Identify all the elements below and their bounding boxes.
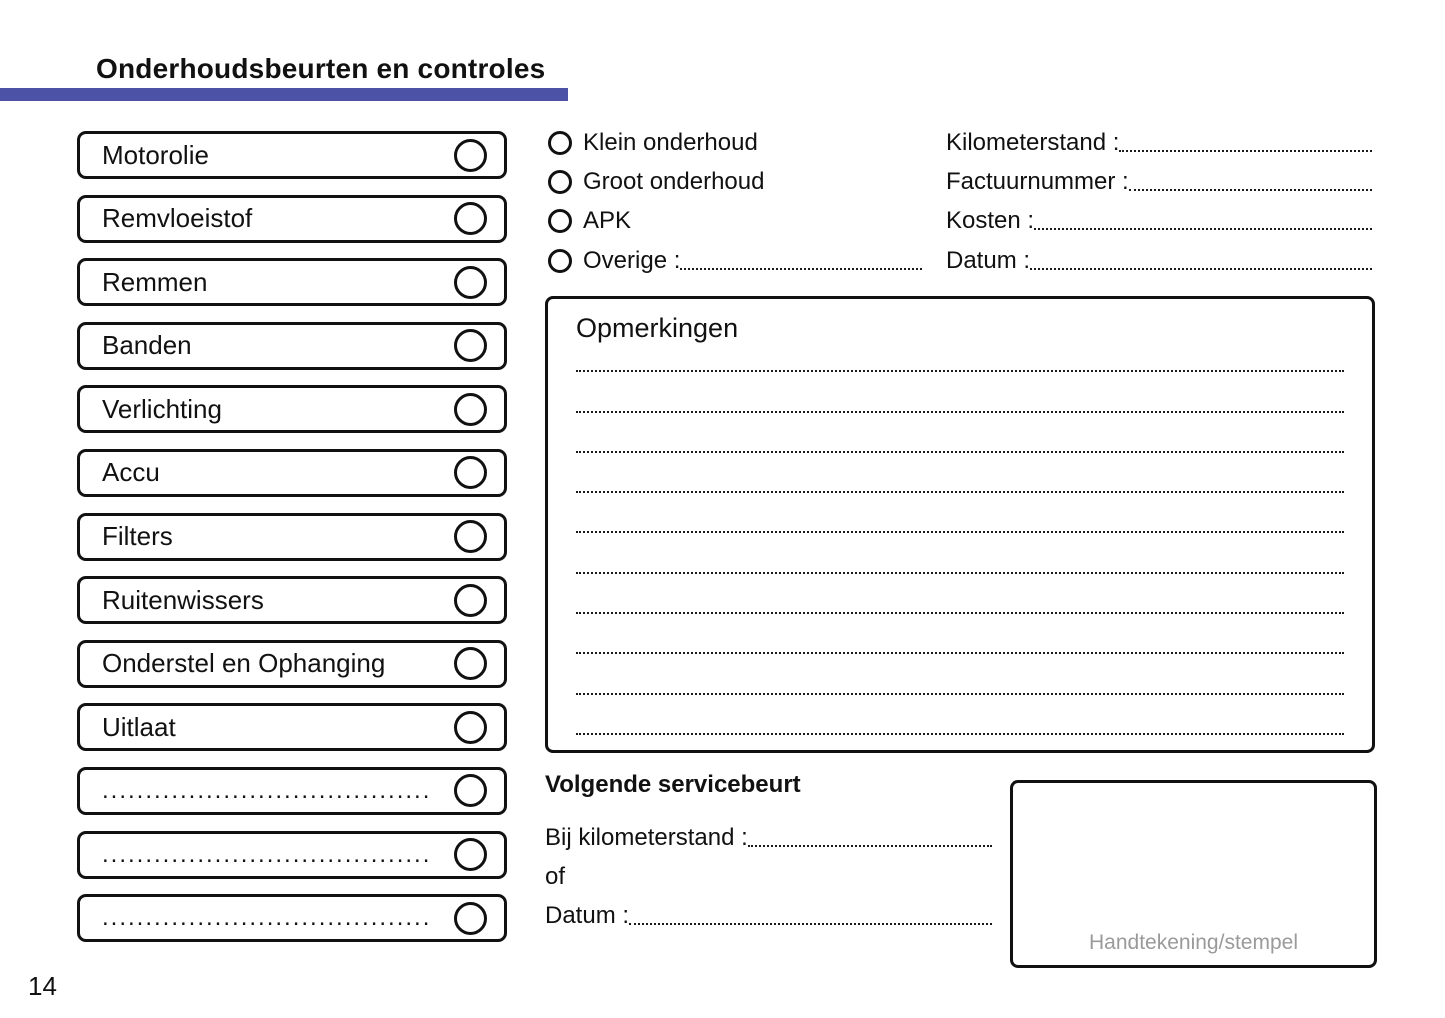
radio-circle[interactable]: [548, 130, 572, 155]
remarks-writein-line[interactable]: [576, 453, 1344, 494]
remarks-writein-line[interactable]: [576, 413, 1344, 453]
check-circle[interactable]: [454, 329, 487, 363]
kilometerstand-writein-line[interactable]: [1119, 149, 1372, 152]
checklist-label: Motorolie: [102, 139, 209, 170]
check-circle[interactable]: [454, 392, 487, 426]
checklist-row-motorolie: Motorolie: [77, 131, 507, 179]
check-circle[interactable]: [454, 901, 487, 935]
checklist-row-ruitenwissers: Ruitenwissers: [77, 576, 507, 625]
checklist-row-filters: Filters: [77, 512, 507, 561]
checklist-label: Ruitenwissers: [102, 584, 264, 615]
field-row-datum: Datum :: [946, 241, 1372, 280]
checklist-writein-line[interactable]: ......................................: [102, 840, 432, 868]
check-circle[interactable]: [454, 774, 487, 808]
service-detail-fields: Kilometerstand : Factuurnummer : Kosten …: [946, 123, 1372, 280]
radio-circle[interactable]: [548, 209, 572, 234]
radio-circle[interactable]: [548, 169, 572, 194]
remarks-writein-line[interactable]: [576, 574, 1344, 615]
next-service-km-label: Bij kilometerstand :: [545, 823, 748, 851]
check-circle[interactable]: [454, 202, 487, 236]
remarks-writein-line[interactable]: [576, 695, 1344, 735]
remarks-writein-line[interactable]: [576, 654, 1344, 695]
field-row-factuurnummer: Factuurnummer :: [946, 162, 1372, 201]
radio-row-overige: Overige :: [548, 241, 922, 280]
checklist-row-banden: Banden: [77, 321, 507, 370]
checklist-label: Uitlaat: [102, 711, 176, 742]
field-label: Factuurnummer :: [946, 167, 1129, 195]
radio-row-klein-onderhoud: Klein onderhoud: [548, 123, 922, 162]
radio-label: APK: [583, 207, 632, 235]
check-circle[interactable]: [454, 583, 487, 617]
datum-writein-line[interactable]: [1030, 267, 1372, 270]
checklist-row-onderstel: Onderstel en Ophanging: [77, 639, 507, 688]
radio-label: Groot onderhoud: [583, 167, 765, 195]
check-circle[interactable]: [454, 265, 487, 299]
checklist-label: Remmen: [102, 266, 208, 297]
checklist-row-uitlaat: Uitlaat: [77, 703, 507, 752]
remarks-writein-line[interactable]: [576, 372, 1344, 413]
check-circle[interactable]: [454, 647, 487, 681]
checklist-label: Remvloeistof: [102, 203, 253, 234]
page-number: 14: [28, 971, 57, 1001]
check-circle[interactable]: [454, 838, 487, 872]
radio-label: Klein onderhoud: [583, 128, 758, 156]
kosten-writein-line[interactable]: [1034, 228, 1372, 231]
next-service-title: Volgende servicebeurt: [545, 771, 801, 798]
check-circle[interactable]: [454, 710, 487, 744]
radio-circle[interactable]: [548, 248, 572, 273]
checklist-row-custom-1: ......................................: [77, 766, 507, 815]
checklist-row-remvloeistof: Remvloeistof: [77, 194, 507, 243]
next-service-km-row: Bij kilometerstand :: [545, 818, 992, 857]
signature-label: Handtekening/stempel: [1089, 931, 1298, 954]
checklist-label: Filters: [102, 521, 173, 552]
checklist-writein-line[interactable]: ......................................: [102, 904, 432, 932]
next-service-km-writein-line[interactable]: [747, 844, 992, 847]
field-label: Kilometerstand :: [946, 128, 1120, 156]
remarks-writein-line[interactable]: [576, 614, 1344, 655]
checklist-row-remmen: Remmen: [77, 258, 507, 307]
remarks-lines: [576, 332, 1344, 735]
checklist-row-custom-2: ......................................: [77, 830, 507, 879]
remarks-writein-line[interactable]: [576, 493, 1344, 534]
service-type-options: Klein onderhoud Groot onderhoud APK Over…: [548, 123, 922, 280]
page-title: Onderhoudsbeurten en controles: [96, 53, 546, 84]
checklist-label: Onderstel en Ophanging: [102, 648, 386, 679]
checklist-row-verlichting: Verlichting: [77, 385, 507, 434]
remarks-title: Opmerkingen: [576, 313, 739, 343]
next-service-date-writein-line[interactable]: [629, 922, 992, 925]
field-row-kilometerstand: Kilometerstand :: [946, 123, 1372, 162]
checklist-row-accu: Accu: [77, 448, 507, 497]
next-service-or-label: of: [545, 862, 566, 890]
checklist-writein-line[interactable]: ......................................: [102, 776, 432, 804]
radio-row-groot-onderhoud: Groot onderhoud: [548, 162, 922, 201]
checklist-label: Accu: [102, 457, 160, 488]
next-service-date-row: Datum :: [545, 896, 992, 935]
checklist-label: Verlichting: [102, 393, 222, 424]
checklist-row-custom-3: ......................................: [77, 894, 507, 943]
check-circle[interactable]: [454, 138, 487, 172]
radio-row-apk: APK: [548, 202, 922, 241]
check-circle[interactable]: [454, 520, 487, 554]
checklist-label: Banden: [102, 330, 192, 361]
field-label: Kosten :: [946, 207, 1035, 235]
field-label: Datum :: [946, 246, 1031, 274]
field-row-kosten: Kosten :: [946, 202, 1372, 241]
next-service-date-label: Datum :: [545, 901, 630, 929]
next-service-section: Volgende servicebeurt Bij kilometerstand…: [545, 770, 992, 935]
factuurnummer-writein-line[interactable]: [1128, 188, 1372, 191]
title-underline-bar: [0, 88, 568, 101]
remarks-writein-line[interactable]: [576, 533, 1344, 574]
overige-writein-line[interactable]: [680, 267, 922, 270]
radio-label: Overige :: [583, 246, 681, 274]
remarks-writein-line[interactable]: [576, 332, 1344, 373]
remarks-box: Opmerkingen: [545, 296, 1375, 753]
check-circle[interactable]: [454, 456, 487, 490]
signature-box[interactable]: Handtekening/stempel: [1010, 780, 1377, 968]
maintenance-checklist: Motorolie Remvloeistof Remmen Banden Ver…: [77, 131, 507, 958]
